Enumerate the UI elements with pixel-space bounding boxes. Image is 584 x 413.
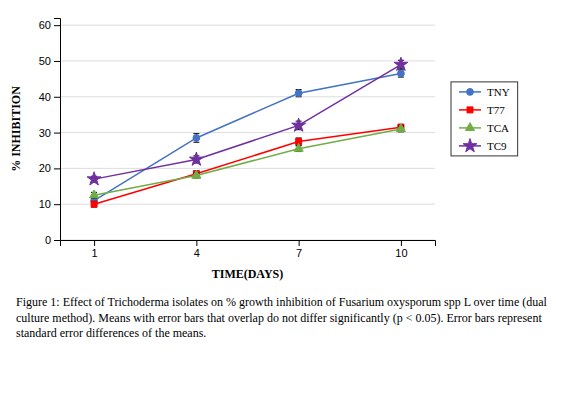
point [295,90,302,97]
series [91,124,404,207]
legend-label: TC9 [487,140,507,152]
point [294,143,303,151]
grid-line [60,204,435,205]
point [189,152,203,165]
y-axis-tick-label: 40 [39,91,51,103]
series [90,124,406,198]
legend-swatch-marker [465,123,474,131]
point [394,57,408,70]
caption-line: culture method). Means with error bars t… [16,311,542,325]
y-axis-tick: 30 [39,127,60,139]
x-axis-tick-label: 1 [92,247,98,259]
y-axis-tick-label: 0 [45,234,51,246]
error-bar [91,201,97,207]
point [87,172,101,185]
y-axis-title: % INHIBITION [9,86,23,172]
point [90,190,99,198]
x-axis-tick-mark [196,240,197,246]
x-axis-tick: 4 [194,240,200,259]
legend-item: TCA [459,122,509,134]
y-axis-tick-label: 30 [39,127,51,139]
chart: 1 4 7 10 0 10 20 30 40 50 60 TIME(DAYS) % INHIBITION… [0,0,584,413]
legend-label: T77 [487,104,505,116]
y-axis-tick-label: 60 [39,19,51,31]
series-line [94,129,401,195]
legend-swatch-marker [467,107,473,113]
error-bar [296,90,302,97]
legend-swatch-marker [463,139,477,152]
grid-line [60,168,435,169]
legend-item: T77 [459,104,505,116]
legend-frame [451,82,518,156]
legend-label: TNY [487,86,510,98]
legend-item: TNY [459,86,510,98]
point [292,118,306,131]
y-axis-tick: 60 [39,19,60,31]
series [87,57,408,185]
y-axis-tick-label: 10 [39,198,51,210]
data [87,57,408,207]
x-axis-line [61,241,436,247]
grid-line [60,96,435,97]
y-axis-tick-mark [54,240,60,241]
x-axis-tick-mark [94,240,95,246]
y-axis-tick: 20 [39,162,60,174]
grid-line [60,60,435,61]
x-axis-tick: 1 [92,240,98,259]
x-axis-tick-label: 7 [296,247,302,259]
x-axis-title: TIME(DAYS) [212,267,284,281]
x-axis-tick-label: 10 [395,247,407,259]
x-axis-tick-mark [299,240,300,246]
y-axis-tick: 0 [45,234,60,246]
point [192,170,201,178]
y-axis-tick-mark [54,97,60,98]
x-axis: 1 4 7 10 [61,240,436,259]
grid [60,25,435,240]
y-axis-tick: 40 [39,91,60,103]
y-axis-line [54,19,61,241]
legend-item: TC9 [459,139,507,152]
x-axis-tick: 7 [296,240,302,259]
y-axis-tick-label: 20 [39,162,51,174]
legend: TNY T77 TCA TC9 [451,82,518,156]
y-axis-tick: 10 [39,198,60,210]
error-bar [398,70,404,77]
y-axis-tick-mark [54,133,60,134]
caption: Figure 1: Effect of Trichoderma isolates… [16,295,548,340]
series-line [94,65,401,180]
y-axis-tick-mark [54,25,60,26]
legend-swatch-marker [467,89,474,96]
legend-label: TCA [487,122,509,134]
series-line [94,127,401,204]
error-bar [193,134,199,143]
x-axis-tick-label: 4 [194,247,200,259]
grid-line [60,25,435,26]
y-axis-tick-mark [54,204,60,205]
x-axis-tick-mark [401,240,402,246]
y-axis-tick-label: 50 [39,55,51,67]
plot: 1 4 7 10 0 10 20 30 40 50 60 [39,19,436,259]
y-axis-tick-mark [54,168,60,169]
point [396,124,405,132]
caption-line: Figure 1: Effect of Trichoderma isolates… [16,295,548,309]
point [193,135,200,142]
y-axis: 0 10 20 30 40 50 60 [39,19,61,247]
point [398,70,405,77]
y-axis-tick: 50 [39,55,60,67]
data-area [87,57,408,207]
caption-line: standard error differences of the means. [16,326,206,340]
x-axis-tick: 10 [395,240,407,259]
point [91,201,97,207]
y-axis-tick-mark [54,61,60,62]
